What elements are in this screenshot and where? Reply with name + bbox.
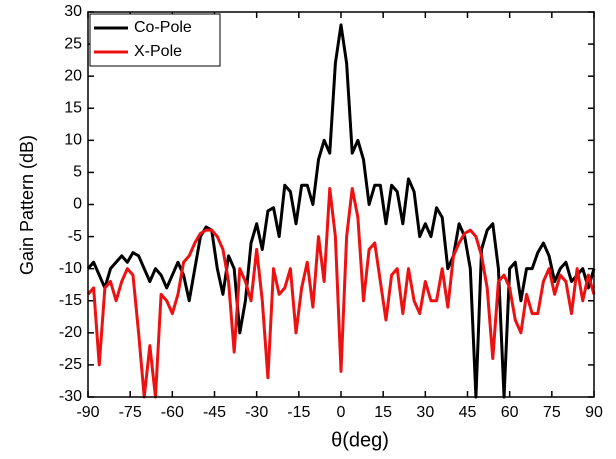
y-tick-label: 25 xyxy=(64,35,82,52)
x-tick-label: 60 xyxy=(501,404,519,421)
series-line xyxy=(86,23,596,399)
x-tick-label: 30 xyxy=(416,404,434,421)
y-tick-label: -25 xyxy=(59,356,82,373)
x-axis-label: θ(deg) xyxy=(331,429,389,451)
plot-frame xyxy=(87,11,595,398)
y-tick-label: -15 xyxy=(59,292,82,309)
x-tick-label: -60 xyxy=(161,404,184,421)
x-tick-label: 45 xyxy=(459,404,477,421)
y-tick-label: -30 xyxy=(59,388,82,405)
y-tick-label: 30 xyxy=(64,3,82,20)
y-tick-label: 10 xyxy=(64,132,82,149)
y-tick-label: -20 xyxy=(59,324,82,341)
x-tick-label: 90 xyxy=(585,404,603,421)
y-axis-label: Gain Pattern (dB) xyxy=(17,135,37,275)
y-tick-label: -5 xyxy=(68,228,82,245)
y-tick-label: 0 xyxy=(73,196,82,213)
legend-label: X-Pole xyxy=(134,43,182,60)
legend-label: Co-Pole xyxy=(134,19,192,36)
x-tick-label: -75 xyxy=(119,404,142,421)
x-tick-label: -90 xyxy=(76,404,99,421)
x-tick-label: 15 xyxy=(374,404,392,421)
x-tick-label: -45 xyxy=(203,404,226,421)
y-tick-label: -10 xyxy=(59,260,82,277)
legend-box xyxy=(89,13,221,67)
y-tick-label: 20 xyxy=(64,67,82,84)
x-tick-label: 75 xyxy=(543,404,561,421)
x-tick-label: -30 xyxy=(245,404,268,421)
y-tick-label: 15 xyxy=(64,99,82,116)
x-tick-label: 0 xyxy=(337,404,346,421)
y-tick-label: 5 xyxy=(73,164,82,181)
series-line xyxy=(86,186,596,399)
x-tick-label: -15 xyxy=(287,404,310,421)
